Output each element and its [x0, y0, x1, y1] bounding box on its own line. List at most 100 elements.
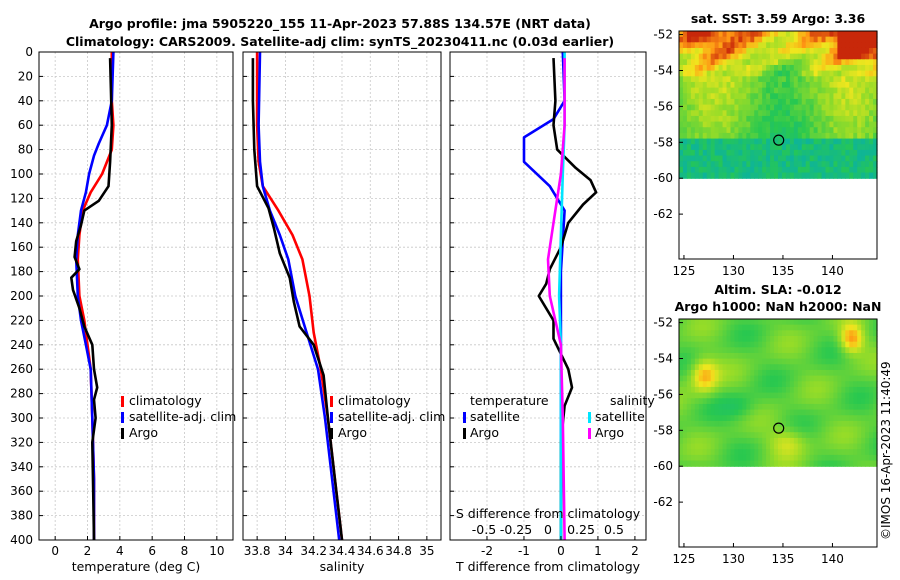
- heatmap-cell: [797, 161, 803, 168]
- heatmap-cell: [698, 319, 704, 326]
- heatmap-cell: [865, 138, 870, 145]
- heatmap-cell: [829, 341, 835, 348]
- heatmap-cell: [702, 324, 708, 331]
- x-tick-label: 6: [148, 544, 156, 558]
- heatmap-cell: [873, 155, 878, 162]
- heatmap-cell: [789, 138, 795, 145]
- heatmap-cell: [682, 59, 688, 66]
- heatmap-cell: [694, 138, 700, 145]
- heatmap-cell: [679, 36, 684, 43]
- heatmap-cell: [714, 53, 720, 60]
- x-tick-label: 135: [771, 264, 794, 278]
- heatmap-cell: [801, 93, 807, 100]
- heatmap-cell: [726, 127, 732, 134]
- heatmap-cell: [754, 64, 759, 72]
- heatmap-cell: [797, 127, 803, 134]
- heatmap-cell: [805, 319, 811, 326]
- heatmap-cell: [706, 47, 712, 55]
- heatmap-cell: [774, 341, 779, 348]
- heatmap-cell: [750, 76, 755, 83]
- heatmap-cell: [793, 149, 799, 157]
- heatmap-cell: [821, 87, 827, 94]
- heatmap-cell: [813, 70, 819, 77]
- heatmap-cell: [817, 59, 823, 66]
- heatmap-cell: [758, 132, 763, 140]
- heatmap-cell: [694, 127, 700, 134]
- heatmap-cell: [785, 127, 791, 134]
- heatmap-cell: [710, 104, 716, 111]
- heatmap-cell: [726, 319, 732, 326]
- heatmap-cell: [801, 155, 807, 162]
- heatmap-cell: [730, 420, 736, 428]
- heatmap-cell: [750, 53, 755, 60]
- heatmap-cell: [781, 369, 787, 377]
- heatmap-cell: [770, 335, 775, 343]
- heatmap-cell: [726, 64, 732, 72]
- heatmap-cell: [766, 432, 771, 439]
- heatmap-cell: [849, 330, 854, 337]
- heatmap-cell: [785, 121, 791, 128]
- heatmap-cell: [857, 98, 862, 106]
- heatmap-cell: [849, 81, 854, 89]
- heatmap-cell: [865, 59, 870, 66]
- heatmap-cell: [714, 358, 720, 365]
- heatmap-cell: [781, 392, 787, 399]
- heatmap-cell: [857, 127, 862, 134]
- y-tick-label: 100: [10, 167, 33, 181]
- heatmap-cell: [714, 335, 720, 343]
- heatmap-cell: [857, 121, 862, 128]
- heatmap-cell: [702, 115, 708, 123]
- heatmap-cell: [690, 403, 696, 411]
- heatmap-cell: [766, 64, 771, 72]
- heatmap-cell: [750, 166, 755, 174]
- heatmap-cell: [821, 110, 827, 117]
- heatmap-cell: [817, 319, 823, 326]
- heatmap-cell: [682, 364, 688, 371]
- heatmap-cell: [682, 398, 688, 405]
- heatmap-cell: [853, 449, 858, 456]
- heatmap-cell: [718, 70, 724, 77]
- heatmap-cell: [857, 443, 862, 450]
- heatmap-cell: [797, 36, 803, 43]
- heatmap-cell: [734, 454, 739, 462]
- heatmap-cell: [730, 155, 736, 162]
- heatmap-cell: [825, 335, 831, 343]
- legend-swatch-salinity-argo: [588, 428, 591, 439]
- heatmap-cell: [809, 403, 815, 411]
- heatmap-cell: [845, 42, 850, 49]
- legend-label: Argo: [595, 425, 624, 440]
- heatmap-cell: [718, 132, 724, 140]
- heatmap-cell: [865, 132, 870, 140]
- heatmap-cell: [793, 426, 799, 433]
- heatmap-cell: [770, 330, 775, 337]
- heatmap-cell: [679, 70, 684, 77]
- heatmap-cell: [702, 437, 708, 445]
- heatmap-cell: [809, 59, 815, 66]
- heatmap-cell: [785, 166, 791, 174]
- heatmap-cell: [718, 110, 724, 117]
- heatmap-cell: [758, 81, 763, 89]
- heatmap-cell: [750, 443, 755, 450]
- heatmap-cell: [785, 81, 791, 89]
- heatmap-cell: [869, 358, 874, 365]
- heatmap-cell: [734, 364, 739, 371]
- heatmap-cell: [722, 76, 728, 83]
- heatmap-cell: [861, 70, 866, 77]
- heatmap-cell: [837, 369, 842, 377]
- heatmap-cell: [746, 375, 751, 382]
- heatmap-cell: [809, 127, 815, 134]
- heatmap-cell: [722, 381, 728, 388]
- heatmap-cell: [742, 53, 747, 60]
- heatmap-cell: [793, 93, 799, 100]
- heatmap-cell: [857, 87, 862, 94]
- heatmap-cell: [770, 358, 775, 365]
- heatmap-cell: [778, 115, 783, 123]
- heatmap-cell: [682, 392, 688, 399]
- heatmap-cell: [865, 347, 870, 354]
- heatmap-cell: [774, 398, 779, 405]
- heatmap-cell: [766, 161, 771, 168]
- heatmap-cell: [694, 341, 700, 348]
- heatmap-cell: [690, 132, 696, 140]
- heatmap-cell: [694, 93, 700, 100]
- heatmap-cell: [825, 87, 831, 94]
